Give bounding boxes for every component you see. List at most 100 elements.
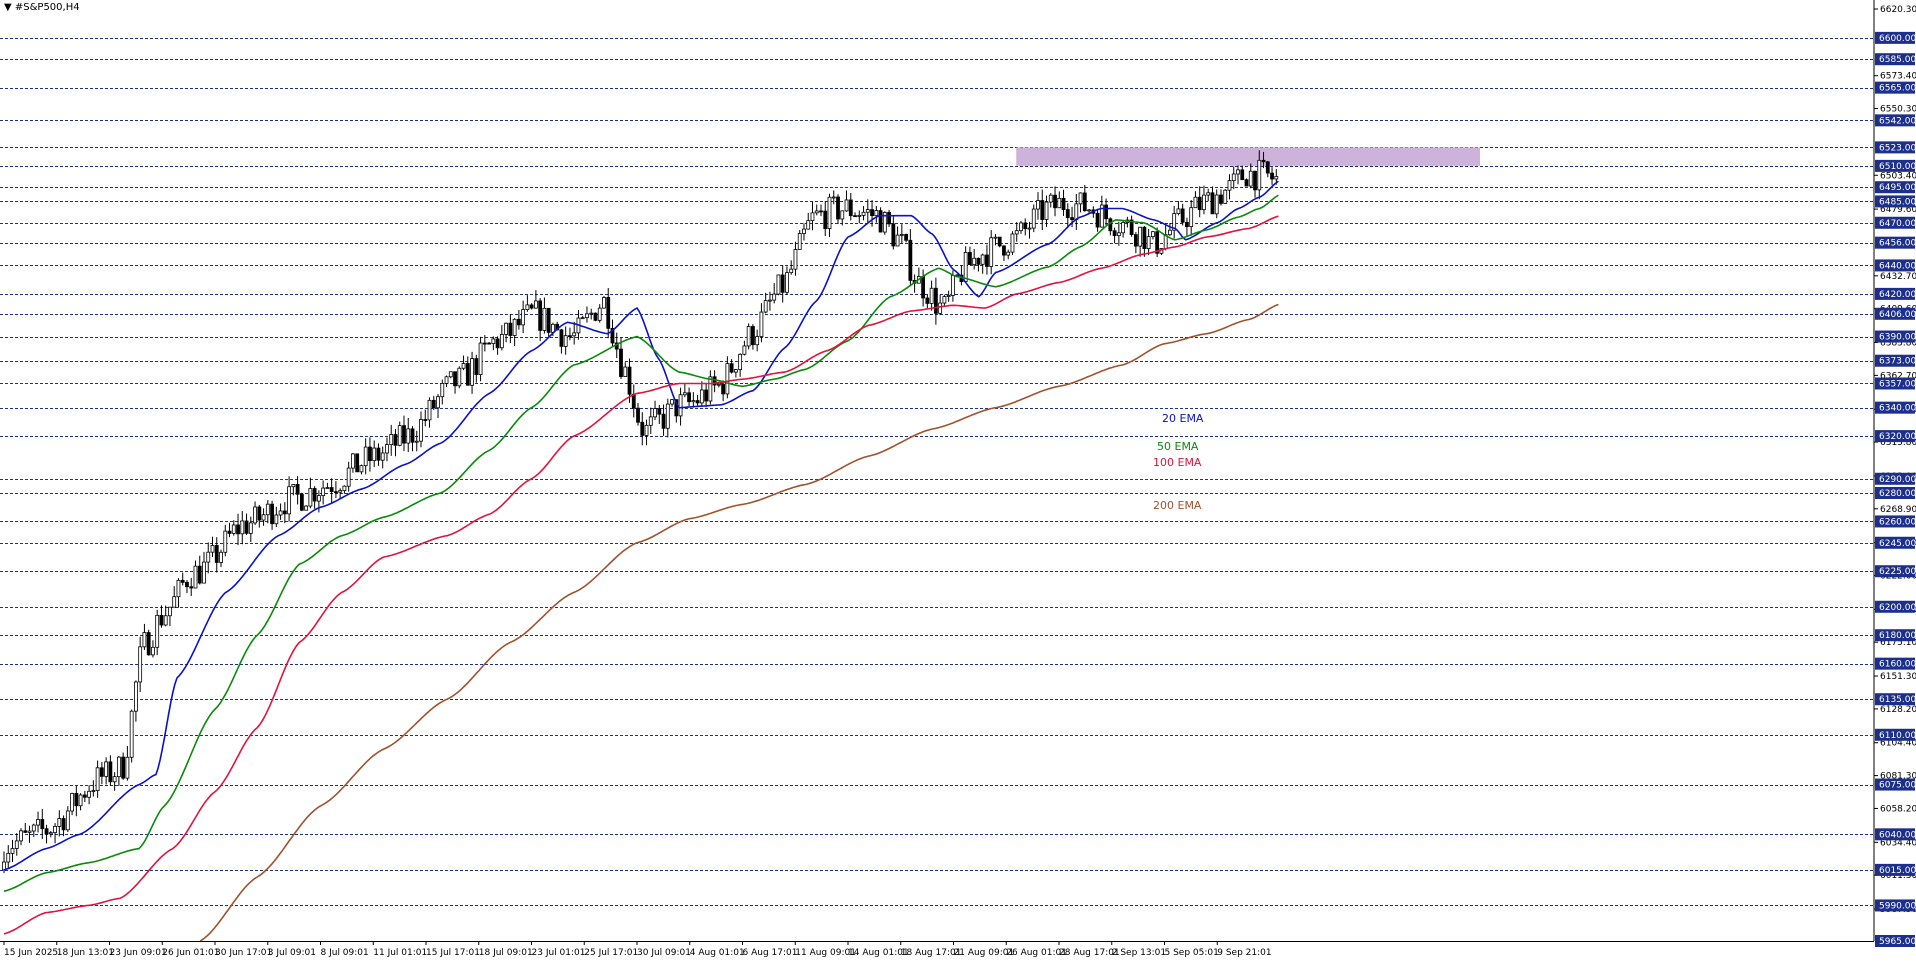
candle: [121, 752, 126, 780]
price-axis[interactable]: 6620.30 6573.40 6550.30 6503.40 6479.60 6432.…: [1874, 5, 1916, 947]
symbol-label: #S&P500,H4: [14, 2, 80, 13]
level-tag: 6565.00: [1875, 81, 1916, 94]
level-tag: 6420.00: [1875, 287, 1916, 300]
candle: [755, 329, 760, 352]
candle: [491, 336, 496, 351]
svg-text:6340.00: 6340.00: [1879, 404, 1916, 414]
candle: [1036, 192, 1040, 220]
candle: [1104, 198, 1108, 226]
candle: [244, 513, 249, 535]
candle: [619, 337, 623, 379]
candle: [589, 308, 594, 320]
candle: [546, 307, 551, 338]
level-tag: 6440.00: [1875, 259, 1916, 272]
level-tag: 6510.00: [1875, 159, 1916, 172]
price-tick-label: 6385.80: [1880, 339, 1916, 349]
svg-text:6245.00: 6245.00: [1879, 539, 1916, 549]
candle: [248, 516, 253, 543]
candle: [508, 314, 513, 344]
candle: [423, 409, 428, 427]
candle: [882, 211, 887, 235]
candle: [759, 303, 764, 343]
candle: [291, 484, 296, 496]
candle: [938, 294, 943, 316]
level-tag: 6015.00: [1875, 863, 1916, 876]
candle: [214, 537, 219, 573]
candle: [99, 762, 104, 785]
chart-title: ▼ #S&P500,H4: [4, 2, 80, 13]
time-tick-label: 3 Jul 09:01: [268, 948, 316, 958]
candle: [410, 426, 415, 452]
candle: [1185, 217, 1189, 236]
svg-text:6290.00: 6290.00: [1879, 475, 1916, 485]
time-tick-label: 11 Jul 01:01: [373, 948, 427, 958]
candle: [593, 312, 598, 322]
candle: [270, 500, 274, 530]
candle: [444, 375, 449, 387]
candle: [487, 341, 491, 345]
candle: [44, 824, 49, 844]
candle: [202, 551, 206, 584]
svg-text:6180.00: 6180.00: [1879, 631, 1916, 641]
level-tag: 6600.00: [1875, 31, 1916, 44]
candle: [474, 354, 479, 383]
candle: [436, 394, 440, 419]
candle: [257, 505, 262, 528]
time-tick-label: 26 Jun 01:01: [162, 948, 219, 958]
time-tick-label: 6 Aug 17:01: [743, 948, 798, 958]
level-tag: 6040.00: [1875, 828, 1916, 841]
candle: [814, 204, 819, 216]
candle: [653, 400, 657, 421]
candle: [1099, 195, 1104, 228]
candle: [840, 210, 845, 226]
candle: [104, 757, 109, 785]
candle: [993, 234, 998, 246]
candle: [933, 277, 938, 325]
candle: [733, 368, 738, 378]
candle: [1006, 249, 1011, 260]
candle: [568, 327, 572, 341]
candle: [853, 212, 857, 218]
candle: [610, 319, 615, 347]
candle: [40, 809, 45, 840]
svg-text:6280.00: 6280.00: [1879, 489, 1916, 499]
candle: [504, 322, 509, 343]
svg-text:6357.00: 6357.00: [1879, 379, 1916, 389]
candle: [180, 572, 185, 586]
price-tick-label: 6573.40: [1880, 72, 1916, 82]
candle: [1219, 189, 1223, 206]
candle: [627, 358, 632, 403]
level-tag: 6357.00: [1875, 377, 1916, 390]
candle: [74, 785, 79, 817]
ema-line-20-ema: [3, 180, 1279, 871]
time-tick-label: 9 Sep 21:01: [1217, 948, 1271, 958]
chart-menu-icon[interactable]: ▼: [4, 2, 12, 13]
candle: [419, 411, 423, 448]
candle: [1023, 218, 1028, 236]
candle: [1031, 204, 1036, 233]
candle: [1197, 186, 1202, 218]
candle: [457, 366, 462, 389]
candle: [1044, 195, 1049, 227]
candle: [1002, 245, 1006, 261]
svg-text:6075.00: 6075.00: [1879, 781, 1916, 791]
candle: [168, 606, 172, 627]
candle: [644, 419, 649, 446]
candle: [108, 755, 113, 786]
candle: [414, 430, 419, 452]
candles: [2, 150, 1279, 874]
candle: [972, 248, 977, 270]
candle: [146, 629, 151, 656]
candle: [278, 503, 283, 520]
candle: [533, 290, 538, 309]
candle: [1155, 227, 1160, 258]
candle: [699, 381, 704, 407]
candle: [1223, 189, 1228, 204]
svg-text:6495.00: 6495.00: [1879, 183, 1916, 193]
candle: [516, 309, 521, 330]
time-tick-label: 15 Jul 17:01: [426, 948, 480, 958]
candle: [163, 605, 168, 627]
candle: [631, 384, 636, 418]
